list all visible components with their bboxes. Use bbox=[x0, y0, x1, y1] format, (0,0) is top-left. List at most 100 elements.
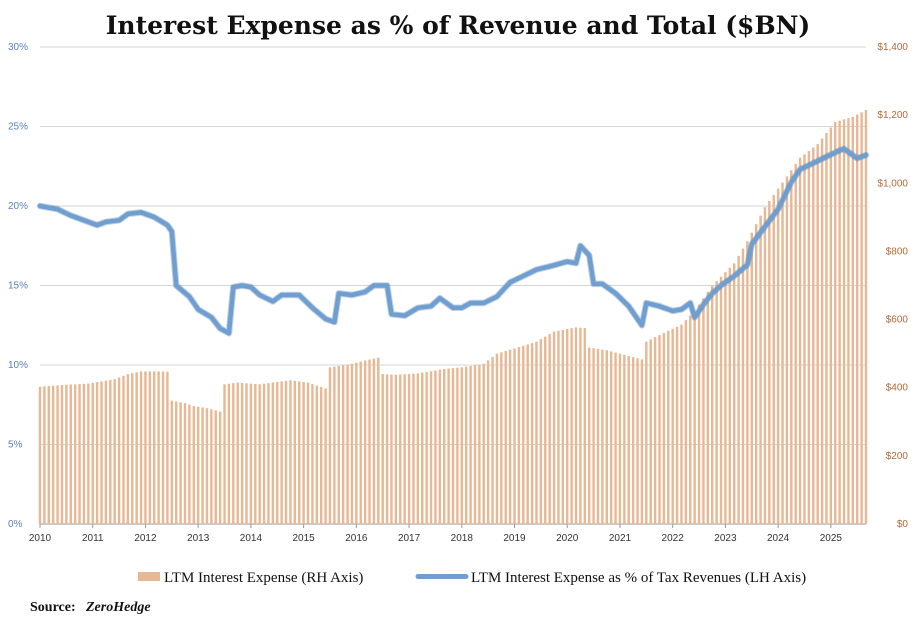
bar bbox=[284, 380, 288, 524]
bar bbox=[434, 370, 437, 524]
x-tick-label: 2023 bbox=[714, 533, 737, 544]
bar bbox=[557, 330, 560, 524]
bar bbox=[319, 386, 323, 524]
legend-swatch-bar bbox=[138, 572, 160, 581]
bar bbox=[210, 409, 213, 524]
bar bbox=[601, 349, 604, 524]
bar bbox=[860, 112, 863, 524]
bar bbox=[232, 383, 235, 524]
bar bbox=[170, 400, 174, 524]
bar bbox=[693, 311, 696, 524]
bar bbox=[544, 336, 547, 524]
bar bbox=[640, 359, 644, 524]
bar bbox=[702, 298, 705, 524]
right-tick-label: $400 bbox=[886, 383, 909, 394]
x-tick-label: 2013 bbox=[187, 533, 210, 544]
bar bbox=[645, 341, 648, 524]
bar bbox=[587, 347, 591, 524]
bar bbox=[438, 369, 442, 524]
bar bbox=[816, 144, 819, 524]
bar bbox=[38, 386, 42, 524]
bar bbox=[684, 320, 688, 524]
legend-label: LTM Interest Expense as % of Tax Revenue… bbox=[471, 570, 806, 586]
bar bbox=[78, 384, 81, 524]
bar bbox=[772, 194, 775, 524]
bar bbox=[570, 328, 573, 524]
x-tick-label: 2021 bbox=[609, 533, 632, 544]
bar bbox=[267, 383, 270, 524]
bar bbox=[667, 330, 670, 524]
bar bbox=[574, 327, 578, 524]
bar bbox=[403, 374, 406, 524]
bar bbox=[412, 373, 415, 524]
bar bbox=[530, 343, 534, 524]
bar bbox=[131, 373, 134, 524]
bar bbox=[491, 357, 494, 524]
bar-series bbox=[38, 110, 868, 525]
bar bbox=[719, 276, 723, 524]
bar bbox=[196, 406, 200, 524]
bar bbox=[842, 119, 846, 524]
bar bbox=[254, 383, 257, 524]
bar bbox=[249, 383, 253, 524]
bar bbox=[605, 350, 608, 524]
bar bbox=[596, 348, 600, 524]
bar bbox=[807, 150, 811, 525]
bar bbox=[552, 331, 556, 524]
bar bbox=[711, 285, 714, 524]
bar bbox=[399, 374, 402, 524]
bar bbox=[381, 374, 384, 524]
bar bbox=[473, 365, 477, 524]
bar bbox=[324, 388, 327, 524]
right-tick-label: $1,000 bbox=[877, 178, 908, 189]
bar bbox=[407, 373, 411, 524]
bar bbox=[583, 328, 587, 524]
right-tick-label: $600 bbox=[886, 315, 909, 326]
bar bbox=[368, 359, 371, 524]
bar bbox=[675, 326, 679, 524]
bar bbox=[227, 383, 231, 524]
bar bbox=[790, 170, 793, 524]
bar bbox=[161, 371, 165, 524]
bar bbox=[139, 371, 143, 524]
bar bbox=[188, 404, 191, 524]
bar bbox=[627, 356, 630, 524]
bar bbox=[262, 383, 266, 524]
x-tick-label: 2020 bbox=[556, 533, 579, 544]
bar bbox=[741, 248, 745, 524]
bar bbox=[776, 188, 780, 525]
axes: 0% 5% 10% 15% 20% 25% 30% $0 $200 $400 $600 $800 $1,… bbox=[8, 42, 908, 544]
bar bbox=[148, 371, 152, 524]
bar bbox=[715, 281, 718, 524]
bar bbox=[500, 352, 503, 524]
left-tick-label: 25% bbox=[8, 122, 28, 133]
bar bbox=[341, 365, 345, 524]
bar bbox=[350, 363, 354, 524]
bar bbox=[535, 341, 538, 524]
bar bbox=[135, 372, 138, 524]
bar bbox=[311, 384, 314, 524]
bar bbox=[157, 371, 160, 524]
bar bbox=[856, 114, 859, 524]
bar bbox=[803, 154, 806, 524]
bar bbox=[781, 182, 784, 524]
bar bbox=[377, 357, 380, 524]
bar bbox=[240, 382, 244, 524]
x-tick-label: 2016 bbox=[345, 533, 368, 544]
bar bbox=[315, 385, 319, 524]
bar bbox=[513, 348, 516, 524]
bar bbox=[126, 374, 130, 524]
bar bbox=[245, 383, 248, 524]
left-tick-label: 5% bbox=[8, 440, 23, 451]
bar bbox=[460, 367, 463, 524]
bar bbox=[65, 384, 68, 524]
bar bbox=[526, 344, 529, 524]
source-label: Source: bbox=[30, 600, 76, 615]
bar bbox=[95, 382, 99, 524]
bar bbox=[205, 408, 209, 524]
bar bbox=[829, 127, 833, 525]
bar bbox=[51, 385, 55, 524]
x-tick-label: 2012 bbox=[134, 533, 157, 544]
bar bbox=[60, 384, 64, 524]
bar bbox=[798, 157, 802, 524]
